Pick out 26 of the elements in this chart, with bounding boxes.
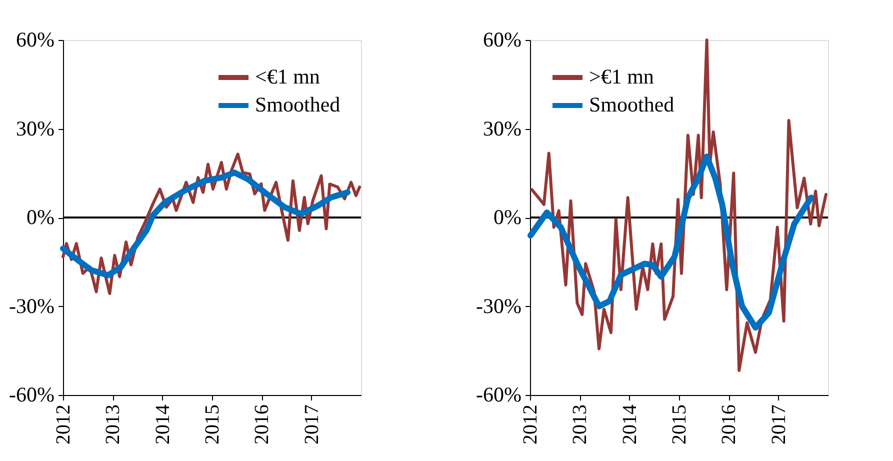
legend-label: Smoothed: [589, 92, 675, 116]
y-tick-label: 60%: [16, 28, 54, 52]
legend-label: >€1 mn: [589, 64, 654, 88]
y-tick-label: 0%: [494, 205, 522, 229]
legend-label: <€1 mn: [255, 64, 320, 88]
y-tick-label: -60%: [9, 382, 54, 406]
x-tick-label: 2016: [251, 404, 274, 444]
x-tick-label: 2017: [300, 404, 323, 444]
y-tick-label: -30%: [9, 294, 54, 318]
x-tick-label: 2012: [52, 404, 74, 444]
x-tick-label: 2017: [768, 404, 790, 444]
x-tick-label: 2013: [569, 404, 592, 444]
y-tick-label: 60%: [483, 28, 522, 52]
y-tick-label: -30%: [476, 294, 522, 318]
y-tick-label: -60%: [476, 382, 522, 406]
x-tick-label: 2014: [618, 404, 641, 444]
x-tick-label: 2012: [520, 404, 542, 444]
x-tick-label: 2013: [102, 404, 124, 444]
y-tick-label: 30%: [16, 116, 54, 140]
x-tick-label: 2016: [718, 404, 740, 444]
y-tick-label: 30%: [483, 116, 522, 140]
x-tick-label: 2014: [152, 404, 174, 444]
legend-label: Smoothed: [255, 92, 341, 116]
x-tick-label: 2015: [202, 404, 224, 444]
y-tick-label: 0%: [26, 205, 54, 229]
x-tick-label: 2015: [668, 404, 690, 444]
